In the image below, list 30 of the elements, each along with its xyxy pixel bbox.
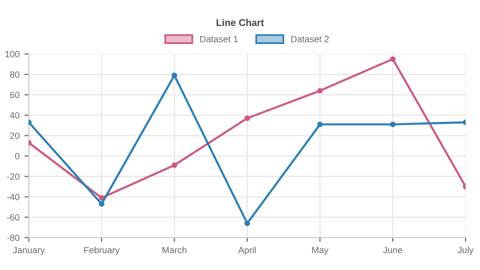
x-tick-label: June xyxy=(383,246,402,254)
y-tick-label: 60 xyxy=(10,92,20,98)
legend-label: Dataset 1 xyxy=(200,36,238,42)
legend-label: Dataset 2 xyxy=(291,36,329,42)
point xyxy=(172,162,178,168)
point xyxy=(98,201,104,207)
point xyxy=(390,56,396,62)
point xyxy=(390,122,396,128)
y-tick-label: 100 xyxy=(5,50,20,58)
y-tick-label: 80 xyxy=(10,71,20,78)
y-tick-label: 20 xyxy=(10,132,20,139)
x-tick-label: April xyxy=(238,246,256,256)
y-tick-label: 40 xyxy=(10,112,20,119)
y-tick-label: -40 xyxy=(7,194,20,200)
y-tick-label: -80 xyxy=(7,234,20,241)
point xyxy=(98,195,104,201)
x-tick-label: January xyxy=(12,246,45,256)
point xyxy=(317,88,323,94)
x-tick-label: July xyxy=(458,246,474,256)
chart-title: Line Chart xyxy=(216,18,264,26)
point xyxy=(317,122,323,128)
point xyxy=(244,220,250,226)
y-tick-label: 0 xyxy=(15,152,20,160)
x-tick-label: May xyxy=(312,246,329,256)
y-tick-label: -60 xyxy=(7,214,20,221)
y-tick-label: -20 xyxy=(7,173,20,180)
point xyxy=(172,72,178,78)
point xyxy=(244,115,250,122)
x-tick-label: February xyxy=(84,246,120,256)
x-tick-label: March xyxy=(162,246,186,254)
